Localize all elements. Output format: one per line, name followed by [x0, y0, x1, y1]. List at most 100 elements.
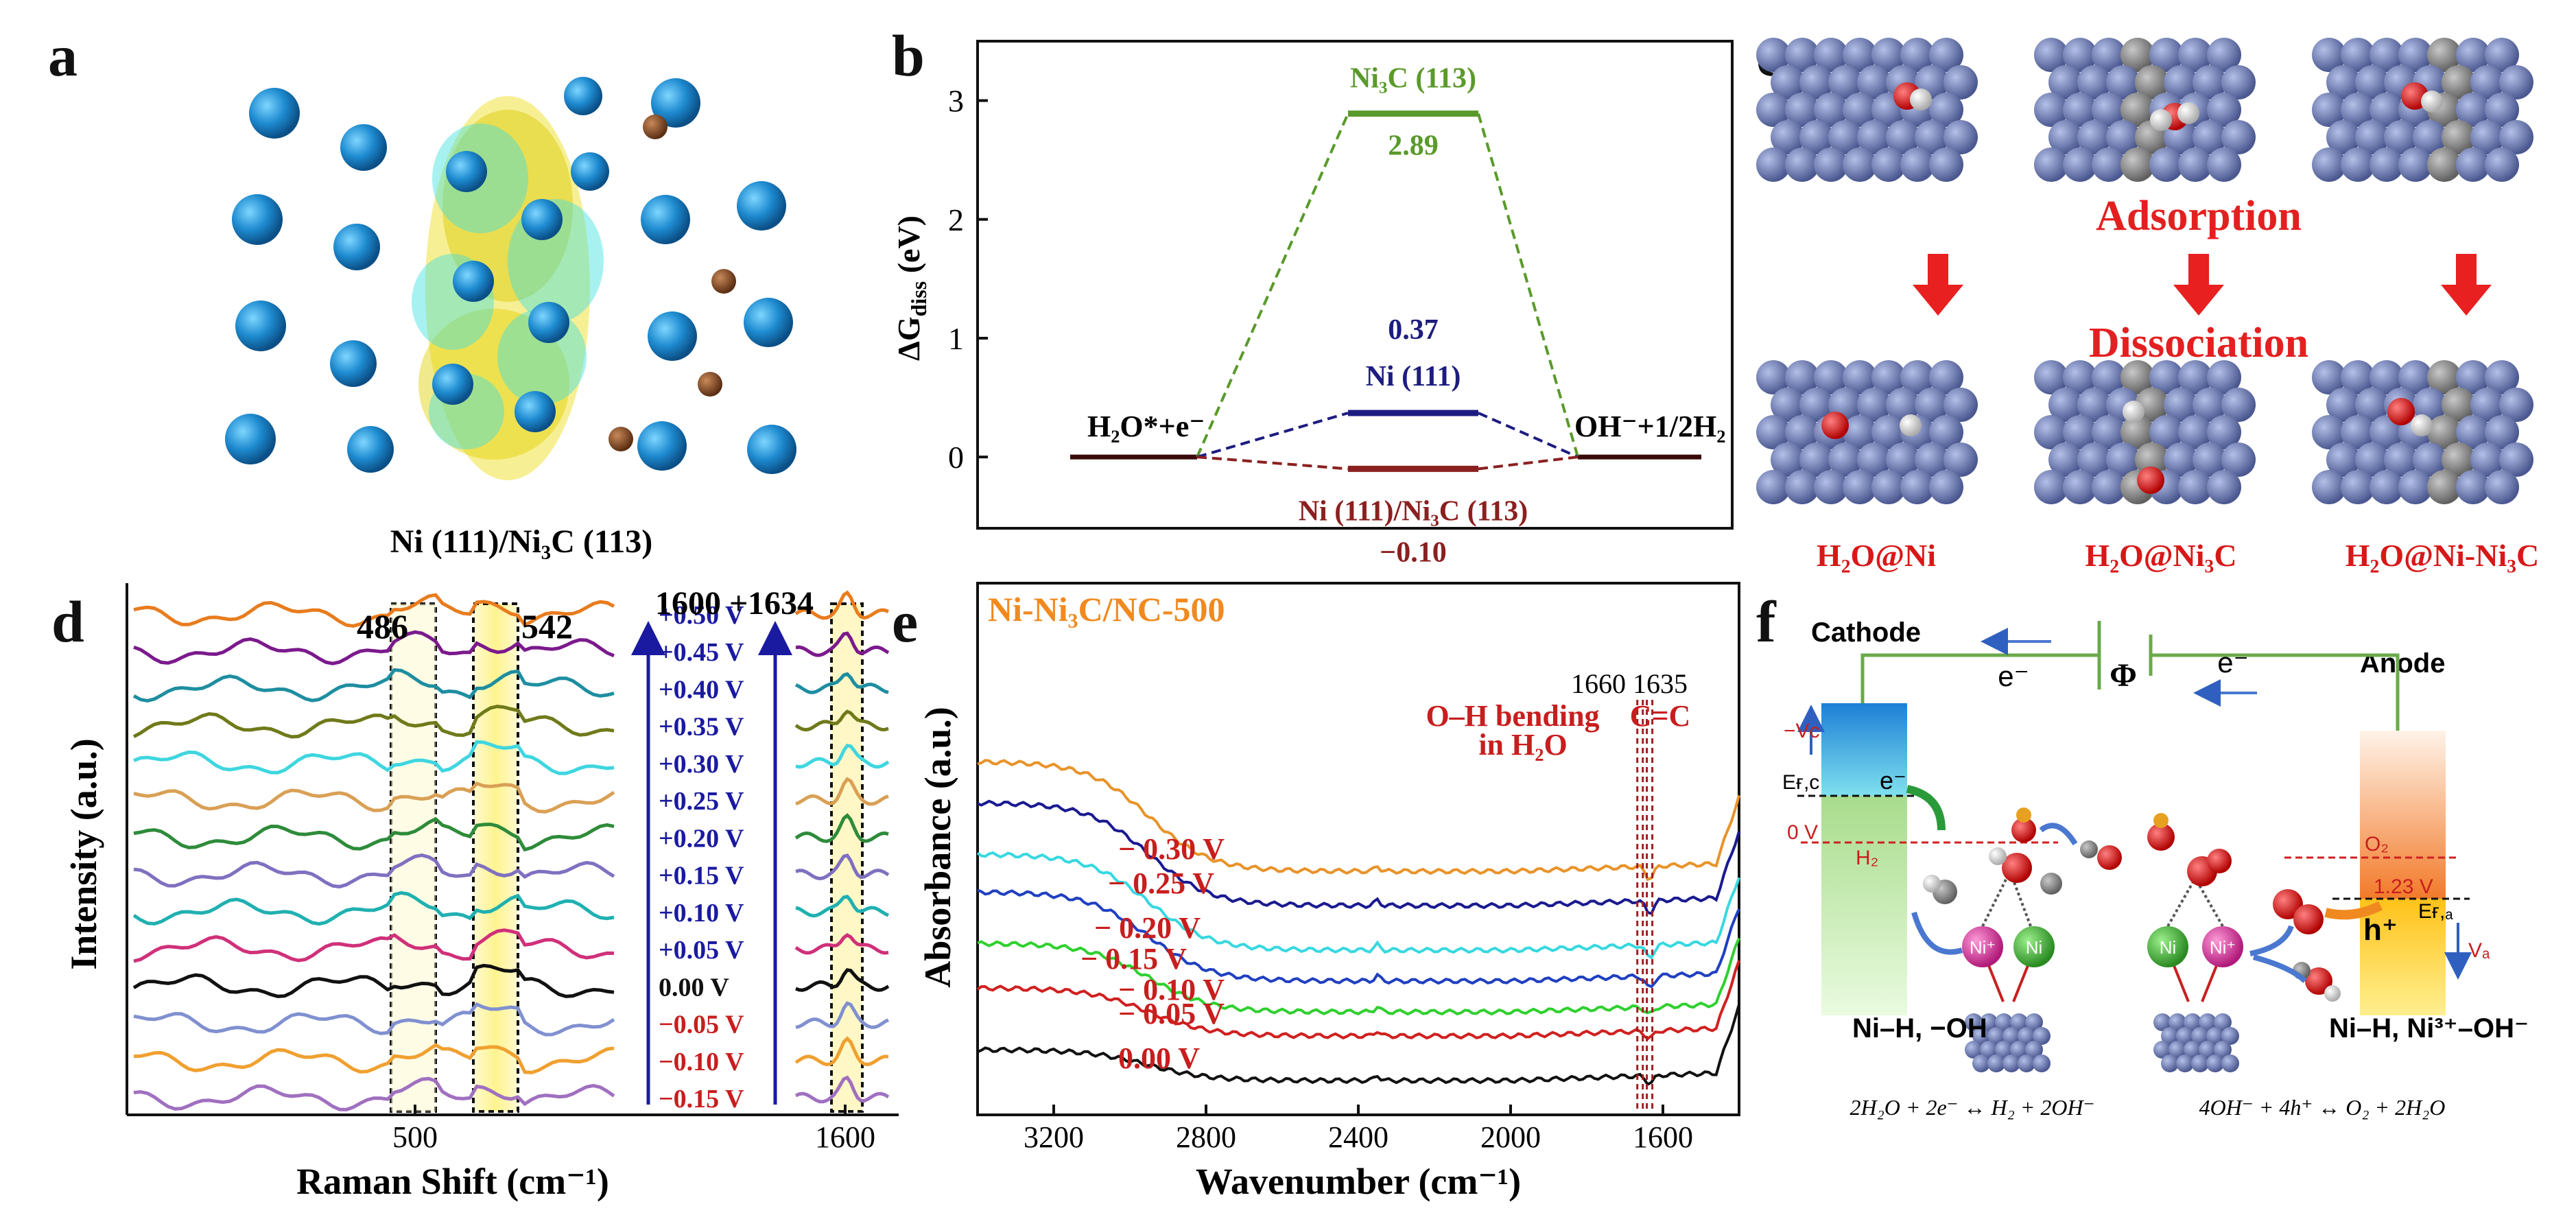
potential-label: +0.25 V [659, 787, 744, 816]
connector-left [1196, 456, 1349, 471]
x-axis-label: Raman Shift (cm⁻¹) [296, 1161, 609, 1202]
potential-label: +0.45 V [659, 638, 744, 667]
ni-plus-label-right: Ni⁺ [2210, 937, 2236, 958]
charge-density-isosurface [412, 96, 604, 480]
panel-c: c Adsorption Dissociation H₂O@Ni H₂O@Ni₃… [1756, 23, 2539, 573]
final-state-label: OH⁻+1/2H₂ [1574, 410, 1725, 443]
panel-d-letter: d [51, 589, 84, 655]
panel-a: a Ni (111)/Ni₃C (113) [48, 23, 796, 560]
raman-trace-1600 [794, 1036, 889, 1067]
x-tick-1600: 1600 [815, 1120, 875, 1154]
right-species-label: Ni–H, Ni³⁺–OH⁻ [2329, 1013, 2529, 1044]
energy-diagram: H₂O*+e⁻ OH⁻+1/2H₂ Ni₃C (113) 2.89 0.37 Ni (11… [1070, 63, 1725, 568]
slab-model [2312, 38, 2533, 182]
catalyst-cathode: Ni⁺ Ni [1911, 807, 2122, 1002]
ni-label-right: Ni [2160, 937, 2177, 958]
raman-trace-1600 [795, 853, 890, 881]
annotation-oh-bending: O–H bending [1426, 699, 1599, 733]
x-tick-label: 2800 [1176, 1120, 1236, 1154]
raman-trace [133, 1002, 615, 1037]
atoms-ni [225, 77, 796, 474]
connector-right [1478, 412, 1579, 458]
raman-trace [133, 593, 615, 628]
value-label: 2.89 [1388, 130, 1439, 162]
raman-trace-1600 [794, 672, 889, 694]
absorbance-trace [977, 888, 1740, 989]
raman-trace [133, 781, 615, 814]
raman-trace-1600 [795, 631, 890, 657]
potential-label: − 0.10 V [1118, 973, 1225, 1006]
x-tick-label: 2000 [1480, 1120, 1541, 1154]
v123-label: 1.23 V [2374, 875, 2433, 898]
absorbance-trace [976, 960, 1740, 1041]
y-axis: 0 1 2 3 [948, 84, 988, 475]
annotation-cc: C=C [1630, 699, 1691, 733]
anode-label: Anode [2360, 648, 2445, 679]
potential-label: − 0.05 V [1118, 997, 1225, 1030]
panel-e-letter: e [892, 589, 918, 655]
value-label: −0.10 [1380, 537, 1446, 568]
connector-right [1477, 113, 1579, 458]
potential-label: +0.20 V [659, 824, 744, 853]
slab-models [1756, 38, 2533, 504]
peak-label-1660: 1660 [1571, 668, 1626, 699]
cathode-band-green [1821, 796, 1907, 1015]
absorbance-trace [977, 799, 1740, 916]
y-axis-label: ΔGdiss (eV) [891, 215, 931, 361]
potential-label: +0.05 V [659, 936, 744, 965]
peak-label-1600: 1600 [655, 585, 721, 622]
va-label: Vₐ [2468, 939, 2490, 962]
left-equation: 2H₂O + 2e⁻ ↔ H₂ + 2OH⁻ [1850, 1095, 2095, 1120]
x-axis: 3200 2800 2400 2000 1600 [1024, 700, 1693, 1154]
raman-trace-1600 [795, 777, 889, 806]
raman-trace-1600 [794, 813, 889, 843]
y-tick-label: 0 [948, 440, 964, 475]
raman-trace [133, 1043, 615, 1074]
absorbance-trace [977, 1004, 1740, 1087]
potential-label: +0.30 V [659, 750, 744, 779]
raman-trace-1600 [795, 895, 890, 918]
panel-f: f Cathode Anode Φ e⁻ e⁻ −Vᴄ Eғ,ᴄ e⁻ 0 V … [1756, 589, 2529, 1120]
adsorption-label: Adsorption [2096, 193, 2302, 239]
initial-state-label: H₂O*+e⁻ [1087, 410, 1205, 443]
potential-label: −0.10 V [659, 1048, 744, 1076]
o2-label: O₂ [2365, 833, 2389, 856]
series-label: Ni (111)/Ni₃C (113) [1299, 495, 1528, 527]
potential-label: 0.00 V [659, 973, 729, 1002]
catalyst-slab [2153, 1013, 2239, 1072]
electron-label-right: e⁻ [2217, 646, 2249, 679]
raman-trace [133, 928, 615, 963]
catalyst-slab [1965, 1013, 2051, 1072]
raman-trace [132, 963, 615, 998]
atoms-c [608, 115, 736, 451]
slab-model [2312, 360, 2533, 504]
raman-trace-1600 [794, 1075, 890, 1104]
panel-a-caption: Ni (111)/Ni₃C (113) [390, 523, 652, 560]
absorbance-trace [977, 937, 1740, 1016]
ni-label-left: Ni [2026, 937, 2043, 958]
y-axis-label: Absorbance (a.u.) [917, 707, 958, 988]
panel-a-letter: a [48, 23, 78, 89]
panel-f-letter: f [1756, 589, 1777, 655]
raman-trace-1600 [795, 968, 890, 992]
catalyst-anode: Ni Ni⁺ [2147, 813, 2341, 1002]
label-h2o-ni3c: H₂O@Ni₃C [2085, 538, 2236, 573]
slab-model [2034, 360, 2256, 504]
panel-b-letter: b [892, 23, 925, 89]
peak-label-542: 542 [521, 607, 573, 646]
potential-label: − 0.25 V [1108, 867, 1214, 900]
plot-frame [976, 582, 1740, 1116]
connector-right [1478, 456, 1579, 471]
value-label: 0.37 [1388, 314, 1439, 346]
ni-plus-label-left: Ni⁺ [1970, 937, 1996, 958]
dissociation-label: Dissociation [2089, 320, 2308, 366]
y-tick-label: 3 [948, 84, 964, 119]
potential-label: − 0.15 V [1080, 942, 1187, 976]
anode-band-orange [2360, 731, 2446, 899]
panel-e: e − 0.30 V− 0.25 V − 0.20 V− 0.15 V− 0.10… [892, 582, 1740, 1202]
absorbance-traces [976, 759, 1740, 1087]
y-tick-label: 2 [948, 202, 964, 237]
raman-trace [132, 668, 615, 703]
left-species-label: Ni–H, −OH [1852, 1013, 1987, 1044]
peak-label-1634: 1634 [748, 585, 814, 622]
